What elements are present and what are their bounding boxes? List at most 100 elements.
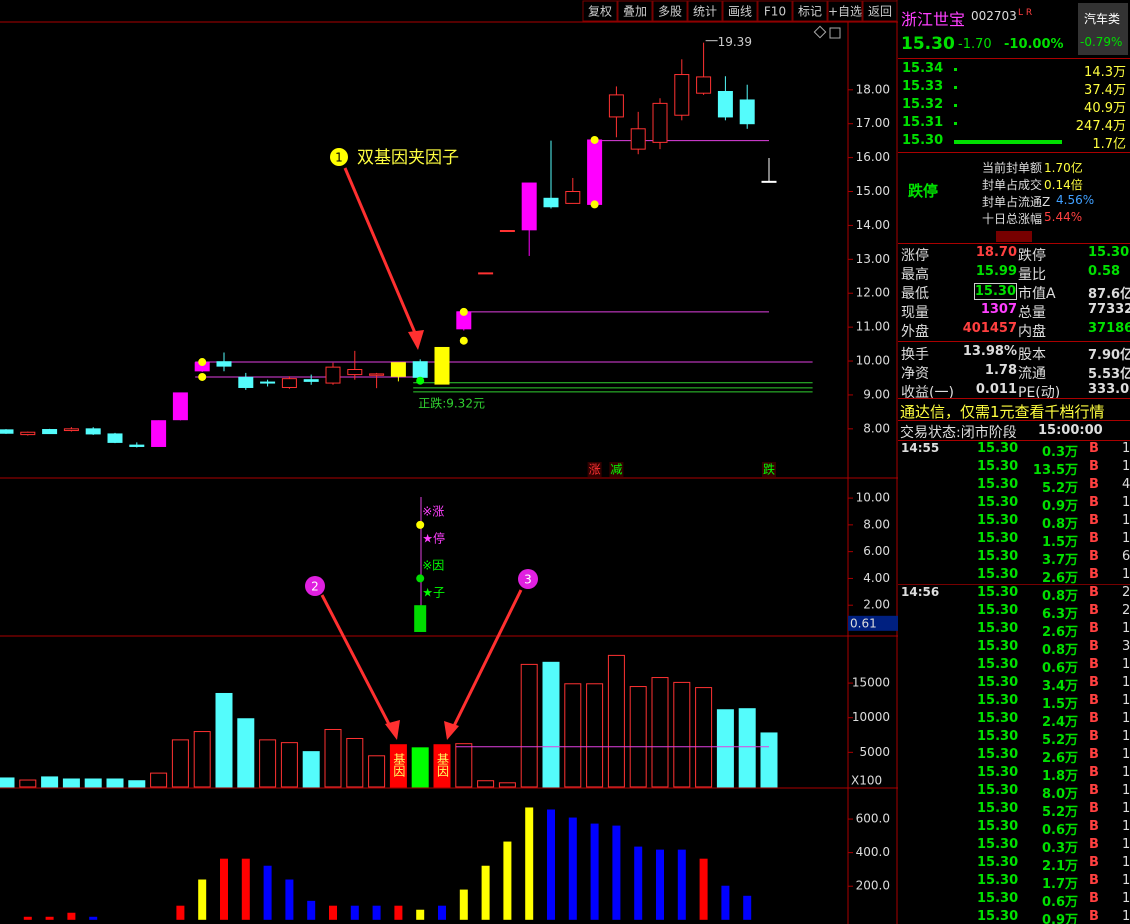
y-tick-label: 200.0	[856, 879, 890, 893]
signal-text: 涨	[589, 462, 601, 477]
indicator-bar	[285, 879, 294, 920]
signal-dot	[416, 376, 425, 385]
toolbar-label[interactable]: 复权	[588, 5, 612, 19]
y-tick-label: 10.00	[856, 491, 890, 505]
candle-body	[608, 94, 624, 118]
toolbar-label[interactable]: 多股	[658, 5, 682, 19]
signal-label: ★子	[422, 586, 445, 600]
callout-1: 1 双基因夹因子	[330, 148, 459, 350]
stat-value: 0.58	[1088, 264, 1121, 279]
toolbar-button[interactable]	[687, 0, 723, 22]
toolbar-label[interactable]: 叠加	[623, 5, 647, 19]
stat-key: 净资	[901, 366, 929, 382]
limit-key: 封单占成交	[982, 178, 1043, 192]
toolbar-label[interactable]: 返回	[868, 5, 892, 19]
trade-count: 1	[1122, 531, 1130, 546]
stat-key: 涨停	[901, 248, 929, 264]
trade-volume: 5.2万	[1041, 733, 1078, 748]
indicator-bar	[67, 912, 76, 920]
trade-price: 15.30	[977, 603, 1019, 618]
volume-bar	[651, 677, 669, 788]
volume-bar	[280, 742, 298, 788]
stock-code: 002703	[971, 9, 1017, 23]
toolbar-button[interactable]	[582, 0, 618, 22]
toolbar-button[interactable]	[722, 0, 758, 22]
toolbar-label[interactable]: +自选	[828, 5, 862, 19]
book-volume: 40.9万	[1084, 101, 1126, 116]
stock-name: 浙江世宝	[901, 10, 966, 29]
trade-count: 1	[1122, 621, 1130, 636]
volume-bar	[477, 780, 495, 788]
trade-volume: 0.6万	[1041, 895, 1078, 910]
trade-side: B	[1089, 477, 1099, 492]
toolbar-label[interactable]: 统计	[693, 5, 717, 19]
trade-volume: 1.7万	[1041, 877, 1078, 892]
status-time: 15:00:00	[1038, 423, 1103, 438]
plot: ※涨 ★停 ※因 ★子基因 基因	[0, 42, 813, 920]
icon[interactable]	[829, 27, 841, 39]
book-volume: 247.4万	[1075, 119, 1126, 134]
signal-text: 跌	[763, 462, 775, 477]
toolbar-button[interactable]	[792, 0, 828, 22]
toolbar-button[interactable]	[862, 0, 898, 22]
candle-body	[761, 180, 777, 183]
y-tick-label: 10000	[852, 710, 890, 724]
trade-volume: 0.3万	[1041, 445, 1078, 460]
signal-dot	[416, 520, 425, 529]
trade-count: 1	[1122, 873, 1130, 888]
signal-dot	[459, 336, 468, 345]
stat-key: 总量	[1018, 305, 1046, 321]
trade-side: B	[1089, 765, 1099, 780]
indicator-bar	[394, 905, 403, 920]
trade-count: 1	[1122, 675, 1130, 690]
trade-side: B	[1089, 729, 1099, 744]
trade-side: B	[1089, 459, 1099, 474]
trade-count: 1	[1122, 909, 1130, 924]
panel-rule	[898, 58, 1130, 59]
toolbar-label[interactable]: 画线	[728, 5, 752, 19]
indicator-bar	[23, 916, 32, 920]
indicator-bar	[525, 807, 534, 920]
volume-bar	[368, 755, 386, 788]
stat-value: 15.30	[973, 283, 1017, 300]
trade-price: 15.30	[977, 585, 1019, 600]
toolbar-button[interactable]	[757, 0, 793, 22]
volume-bar	[128, 780, 146, 788]
icon[interactable]	[813, 25, 827, 39]
callout-number: 2	[311, 580, 319, 594]
trade-side: B	[1089, 801, 1099, 816]
toolbar-button[interactable]	[827, 0, 863, 22]
indicator-bar	[329, 905, 337, 920]
candle-body	[325, 366, 341, 384]
toolbar-button[interactable]	[617, 0, 653, 22]
trade-price: 15.30	[977, 801, 1019, 816]
volume-bar	[629, 686, 647, 788]
trade-side: B	[1089, 513, 1099, 528]
candle-body	[652, 102, 668, 143]
volume-bar	[237, 718, 255, 788]
y-tick-label: 2.00	[863, 598, 890, 612]
trade-side: B	[1089, 819, 1099, 834]
panel-rule	[898, 420, 1130, 421]
volume-bar	[84, 778, 102, 788]
signal-box	[609, 462, 624, 477]
toolbar-label[interactable]: 标记	[798, 5, 822, 19]
toolbar-label[interactable]: F10	[764, 5, 786, 19]
stat-key: PE(动)	[1018, 385, 1061, 401]
arrow-head	[408, 330, 424, 350]
limit-value: 0.14倍	[1044, 178, 1083, 192]
stat-value: 15.30	[1088, 245, 1130, 260]
book-bar	[954, 68, 957, 71]
trade-side: B	[1089, 783, 1099, 798]
arrow	[450, 589, 523, 731]
toolbar-button[interactable]	[652, 0, 688, 22]
candle-body	[434, 346, 450, 385]
callout-badge	[305, 576, 325, 596]
trade-volume: 3.7万	[1041, 553, 1078, 568]
y-tick-label: 8.00	[863, 517, 890, 531]
y-tick-label: 5000	[859, 745, 890, 759]
trade-count: 1	[1122, 783, 1130, 798]
candle-body	[238, 376, 254, 388]
chart-area: 1 双基因夹因子 2 3 ※涨 ★停 ※因 ★子基因 基因 复权 叠加 多股 统计 画线 F10 标记…	[0, 0, 898, 924]
trade-volume: 0.8万	[1041, 517, 1078, 532]
